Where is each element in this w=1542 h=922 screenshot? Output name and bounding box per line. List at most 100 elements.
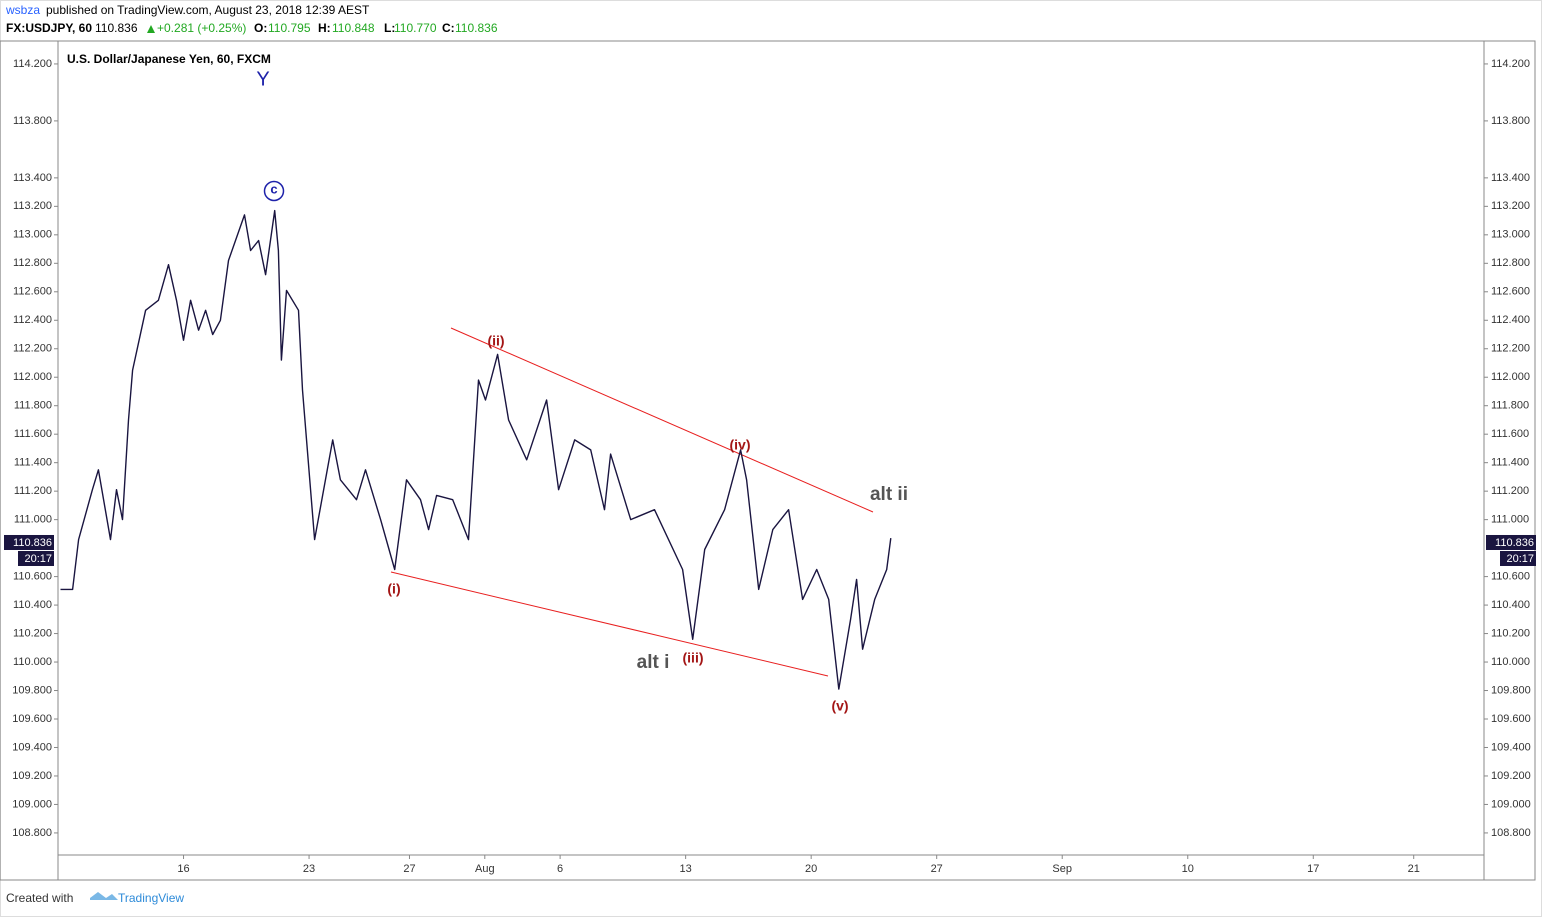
y-tick-label: 112.400 [1491,314,1530,326]
brand[interactable]: TradingView [118,891,184,905]
y-tick-label: 109.400 [1491,741,1531,753]
trend-line [390,571,829,677]
y-tick-label: 112.000 [13,371,52,383]
x-tick-label: 21 [1408,863,1420,875]
countdown-box [18,550,54,566]
x-tick-label: 6 [557,863,563,875]
logo [90,892,118,900]
price-label: 110.836 [13,537,52,549]
wave-label: (ii) [487,333,504,349]
open-label: O: [254,21,267,35]
price-line [60,209,892,690]
y-tick-label: 111.400 [14,457,52,469]
y-tick-label: 113.400 [1491,172,1530,184]
y-tick-label: 113.000 [13,229,52,241]
low: 110.770 [394,21,437,35]
y-tick-label: 111.600 [14,428,52,440]
created-with: Created with [6,891,73,905]
high: 110.848 [332,21,375,35]
x-tick-label: 23 [303,863,315,875]
y-tick-label: 111.400 [1491,457,1529,469]
y-tick-label: 109.000 [1491,798,1531,810]
x-tick-label: Sep [1052,863,1072,875]
y-tick-label: 110.000 [13,656,52,668]
y-tick-label: 111.800 [14,400,52,412]
wave-label: c [270,181,277,196]
y-tick-label: 110.200 [13,627,52,639]
x-tick-label: 27 [403,863,415,875]
price-label: 110.836 [1495,537,1534,549]
y-tick-label: 113.800 [13,115,52,127]
x-tick-label: 27 [931,863,943,875]
y-tick-label: 113.200 [1491,200,1530,212]
wave-label: (v) [831,698,848,714]
countdown: 20:17 [1506,553,1534,565]
y-tick-label: 110.400 [1491,599,1530,611]
y-tick-label: 111.200 [1491,485,1529,497]
chart-title: U.S. Dollar/Japanese Yen, 60, FXCM [67,52,271,66]
y-tick-label: 109.800 [1491,684,1531,696]
y-tick-label: 112.600 [13,286,52,298]
trend-line [450,327,874,513]
y-tick-label: 109.600 [12,713,52,725]
high-label: H: [318,21,331,35]
wave-circle [263,180,285,202]
y-tick-label: 113.000 [1491,229,1530,241]
wave-label: (iv) [730,437,751,453]
y-tick-label: 111.000 [14,514,52,526]
y-tick-label: 112.000 [1491,371,1530,383]
wave-label: Y [256,68,269,90]
y-tick-label: 114.200 [13,58,52,70]
x-tick-label: 16 [177,863,189,875]
close: 110.836 [455,21,498,35]
y-tick-label: 114.200 [1491,58,1530,70]
y-tick-label: 113.200 [13,200,52,212]
x-tick-label: 13 [680,863,692,875]
y-tick-label: 108.800 [1491,827,1531,839]
y-tick-label: 112.800 [13,257,52,269]
y-tick-label: 111.200 [14,485,52,497]
y-tick-label: 111.000 [1491,514,1529,526]
wave-label: (iii) [683,650,704,666]
x-tick-label: Aug [475,863,495,875]
y-tick-label: 110.200 [1491,627,1530,639]
y-tick-label: 112.200 [1491,343,1530,355]
y-tick-label: 110.600 [1491,571,1530,583]
low-label: L: [384,21,395,35]
last: 110.836 [95,21,138,35]
y-tick-label: 113.800 [1491,115,1530,127]
y-tick-label: 110.400 [13,599,52,611]
price-box [4,534,54,550]
change: +0.281 (+0.25%) [157,21,246,35]
y-tick-label: 112.600 [1491,286,1530,298]
wave-label: alt i [637,652,670,673]
open: 110.795 [268,21,311,35]
chart-frame [0,40,1536,881]
published: published on TradingView.com, August 23,… [46,3,370,17]
y-tick-label: 109.400 [12,741,52,753]
y-tick-label: 109.000 [12,798,52,810]
y-tick-label: 112.800 [1491,257,1530,269]
up-arrow [147,25,155,33]
close-label: C: [442,21,455,35]
wave-label: (i) [387,581,400,597]
y-tick-label: 113.400 [13,172,52,184]
wave-label: alt ii [870,484,908,505]
y-tick-label: 109.600 [1491,713,1531,725]
x-tick-label: 17 [1307,863,1319,875]
y-tick-label: 109.200 [1491,770,1531,782]
author[interactable]: wsbza [5,3,40,17]
y-tick-label: 108.800 [12,827,52,839]
countdown: 20:17 [24,553,52,565]
x-tick-label: 20 [805,863,817,875]
y-tick-label: 109.200 [12,770,52,782]
x-tick-label: 10 [1182,863,1194,875]
y-tick-label: 112.200 [13,343,52,355]
y-tick-label: 110.000 [1491,656,1530,668]
countdown-box [1500,550,1536,566]
y-tick-label: 111.800 [1491,400,1529,412]
y-tick-label: 110.600 [13,571,52,583]
y-tick-label: 112.400 [13,314,52,326]
y-tick-label: 111.600 [1491,428,1529,440]
